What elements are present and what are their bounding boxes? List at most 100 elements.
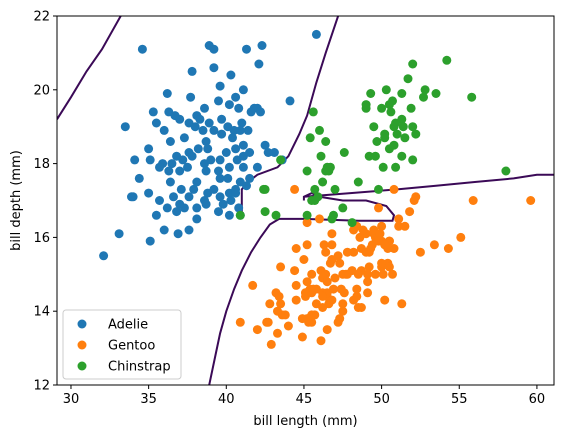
- data-point-chinstrap: [364, 151, 374, 161]
- data-point-adelie: [231, 92, 241, 102]
- data-point-gentoo: [353, 303, 363, 312]
- x-tick-label: 35: [140, 392, 157, 407]
- data-point-adelie: [151, 118, 161, 128]
- x-axis-ticks: 30 35 40 45 50 55 60: [63, 385, 545, 407]
- data-point-gentoo: [405, 207, 415, 217]
- data-point-adelie: [217, 129, 227, 139]
- data-point-gentoo: [456, 232, 466, 242]
- data-point-chinstrap: [398, 122, 408, 132]
- data-point-gentoo: [364, 262, 374, 272]
- data-point-adelie: [99, 251, 109, 261]
- data-point-adelie: [164, 166, 174, 176]
- data-point-gentoo: [363, 288, 373, 298]
- data-point-chinstrap: [369, 122, 379, 132]
- data-point-adelie: [209, 125, 219, 135]
- data-point-gentoo: [276, 299, 286, 309]
- data-point-chinstrap: [400, 133, 410, 143]
- data-point-adelie: [245, 173, 255, 183]
- data-point-gentoo: [358, 225, 368, 235]
- data-point-chinstrap: [431, 89, 441, 98]
- data-point-gentoo: [290, 266, 300, 276]
- x-tick-label: 50: [373, 392, 390, 407]
- data-point-gentoo: [338, 269, 348, 279]
- data-point-adelie: [238, 85, 248, 95]
- data-point-gentoo: [380, 240, 390, 250]
- data-point-gentoo: [333, 317, 343, 327]
- data-point-adelie: [175, 166, 185, 176]
- data-point-gentoo: [352, 284, 362, 294]
- data-point-chinstrap: [442, 55, 452, 65]
- data-point-chinstrap: [397, 151, 407, 161]
- data-point-adelie: [209, 63, 219, 73]
- data-point-adelie: [215, 173, 225, 183]
- data-point-adelie: [201, 199, 211, 209]
- data-point-gentoo: [321, 247, 331, 257]
- data-point-gentoo: [397, 299, 407, 309]
- x-axis-label: bill length (mm): [253, 414, 357, 429]
- y-tick-label: 18: [33, 157, 50, 172]
- legend: Adelie Gentoo Chinstrap: [62, 309, 182, 380]
- data-point-adelie: [186, 92, 196, 102]
- data-point-chinstrap: [321, 166, 331, 176]
- data-points: [99, 29, 536, 349]
- data-point-adelie: [204, 118, 214, 128]
- data-point-adelie: [183, 162, 192, 172]
- data-point-adelie: [234, 203, 244, 213]
- data-point-gentoo: [374, 203, 383, 213]
- data-point-adelie: [231, 188, 241, 198]
- data-point-gentoo: [329, 284, 338, 294]
- data-point-chinstrap: [389, 140, 399, 150]
- data-point-gentoo: [389, 184, 399, 194]
- data-point-adelie: [215, 81, 225, 91]
- data-point-adelie: [228, 133, 237, 143]
- data-point-chinstrap: [366, 89, 376, 98]
- data-point-adelie: [224, 210, 234, 220]
- data-point-adelie: [201, 166, 211, 176]
- y-tick-label: 12: [33, 379, 50, 394]
- data-point-adelie: [198, 125, 208, 135]
- data-point-adelie: [159, 225, 169, 235]
- data-point-gentoo: [468, 196, 478, 205]
- data-point-adelie: [252, 162, 262, 172]
- data-point-gentoo: [369, 229, 379, 239]
- y-tick-label: 16: [33, 231, 50, 246]
- data-point-adelie: [217, 114, 227, 124]
- legend-marker-gentoo: [77, 340, 87, 350]
- data-point-adelie: [151, 210, 161, 220]
- data-point-gentoo: [375, 229, 385, 239]
- data-point-adelie: [242, 44, 251, 54]
- data-point-chinstrap: [389, 122, 399, 132]
- data-point-adelie: [256, 107, 265, 117]
- data-point-chinstrap: [411, 129, 421, 139]
- data-point-gentoo: [411, 192, 421, 202]
- data-point-gentoo: [321, 269, 331, 279]
- data-point-gentoo: [327, 295, 337, 305]
- data-point-gentoo: [290, 184, 300, 194]
- x-tick-label: 40: [218, 392, 235, 407]
- x-tick-label: 30: [63, 392, 80, 407]
- data-point-adelie: [176, 184, 186, 194]
- data-point-gentoo: [330, 273, 340, 283]
- data-point-gentoo: [302, 277, 312, 287]
- data-point-adelie: [260, 140, 270, 150]
- data-point-adelie: [223, 173, 233, 183]
- data-point-adelie: [189, 184, 199, 194]
- data-point-adelie: [246, 107, 256, 117]
- data-point-gentoo: [400, 221, 410, 231]
- data-point-adelie: [137, 44, 147, 54]
- data-point-gentoo: [336, 284, 346, 294]
- data-point-gentoo: [342, 247, 352, 257]
- data-point-chinstrap: [392, 129, 402, 139]
- data-point-adelie: [144, 144, 154, 154]
- data-point-adelie: [201, 137, 211, 146]
- data-point-gentoo: [388, 269, 397, 279]
- data-point-gentoo: [280, 310, 290, 320]
- data-point-gentoo: [394, 221, 404, 231]
- data-point-adelie: [193, 144, 203, 154]
- data-point-chinstrap: [353, 177, 363, 187]
- data-point-gentoo: [302, 218, 312, 228]
- data-point-adelie: [114, 229, 124, 239]
- data-point-adelie: [311, 29, 321, 39]
- data-point-adelie: [155, 162, 164, 172]
- legend-label-adelie: Adelie: [108, 318, 148, 333]
